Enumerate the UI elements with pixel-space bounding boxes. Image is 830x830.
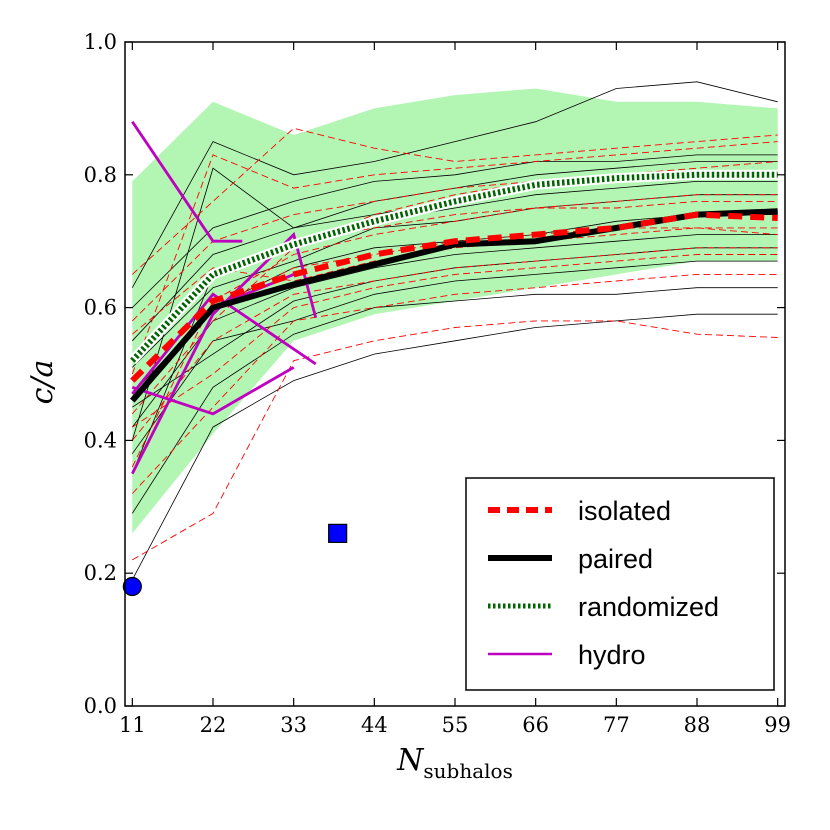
- hydro-line: [131, 292, 317, 395]
- y-tick-label: 0.0: [84, 694, 117, 718]
- x-tick-label: 55: [442, 713, 469, 737]
- thin-isolated-line: [131, 194, 778, 468]
- x-tick-label: 22: [200, 713, 227, 737]
- x-tick-label: 77: [603, 713, 630, 737]
- thin-paired-line: [131, 313, 778, 580]
- legend: isolated paired randomized hydro: [465, 477, 775, 691]
- y-tick-label: 0.6: [84, 296, 117, 320]
- y-tick-label: 0.2: [84, 561, 117, 585]
- thin-isolated-line: [131, 247, 778, 441]
- x-tick-label: 44: [361, 713, 388, 737]
- x-tick-label: 33: [280, 713, 307, 737]
- thin-isolated-line: [132, 320, 778, 561]
- thin-paired-line: [131, 81, 778, 288]
- circle-marker: [122, 576, 142, 597]
- thin-isolated-line: [131, 141, 778, 375]
- y-axis-label: c/a: [25, 360, 60, 405]
- y-tick-label: 1.0: [84, 30, 117, 54]
- x-axis-label-subscript: subhalos: [423, 759, 512, 783]
- x-axis-label: Nsubhalos: [396, 743, 513, 783]
- legend-label-randomized: randomized: [578, 592, 719, 622]
- x-tick-label: 99: [764, 713, 791, 737]
- thin-isolated-line: [131, 127, 778, 275]
- thin-isolated-line: [131, 273, 778, 494]
- thin-isolated-line: [132, 254, 778, 428]
- legend-label-paired: paired: [578, 544, 653, 574]
- x-tick-label: 66: [522, 713, 549, 737]
- thin-paired-line: [131, 161, 778, 441]
- confidence-band: [132, 88, 778, 534]
- axis-ticks: 11 22 33 44 55 66 77 88 99 0.0 0.2 0.4 0.6 0.8 1.0: [84, 30, 791, 737]
- series-randomized-line: [130, 171, 778, 363]
- thin-paired-line: [131, 287, 778, 514]
- legend-label-isolated: isolated: [578, 496, 671, 526]
- thin-isolated-line: [132, 227, 778, 335]
- legend-label-hydro: hydro: [578, 640, 646, 670]
- x-tick-label: 88: [684, 713, 711, 737]
- thin-paired-line: [131, 260, 778, 454]
- hydro-line: [131, 366, 295, 416]
- thin-paired-line: [131, 234, 778, 428]
- y-tick-label: 0.8: [84, 163, 117, 187]
- series-isolated-line: [130, 211, 778, 383]
- band-area: [132, 88, 778, 534]
- thin-paired-line: [132, 154, 778, 308]
- x-axis-label-main: N: [396, 743, 425, 778]
- x-tick-label: 11: [119, 713, 146, 737]
- y-tick-label: 0.4: [84, 428, 117, 452]
- series-lines: [128, 169, 778, 403]
- hydro-line: [131, 231, 318, 475]
- markers: [122, 523, 348, 597]
- square-marker: [328, 523, 348, 543]
- axis-labels: Nsubhalos c/a: [25, 360, 513, 783]
- hydro-line: [131, 120, 243, 243]
